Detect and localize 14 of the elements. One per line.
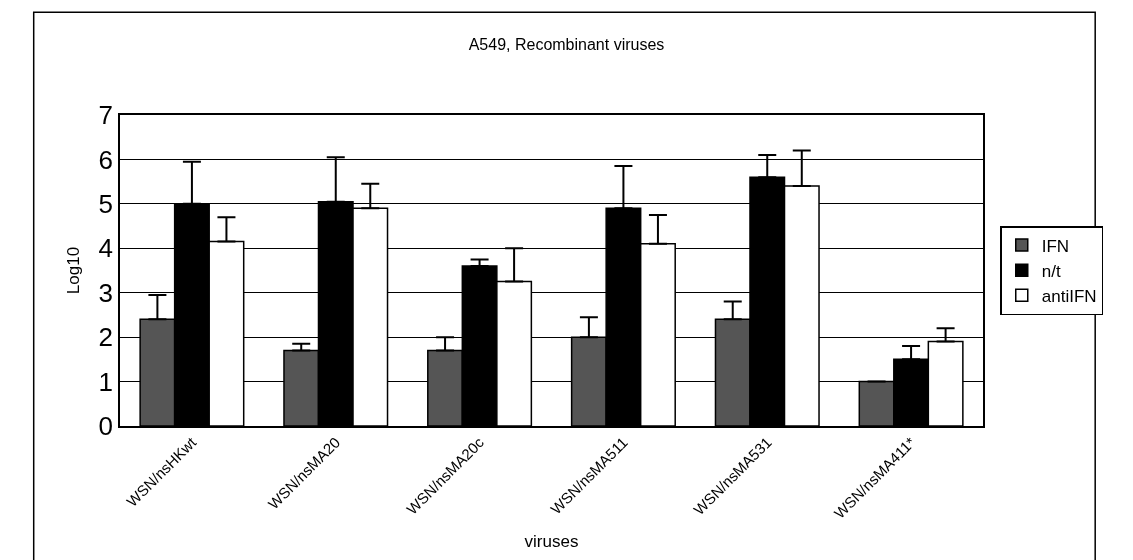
chart-title: A549, Recombinant viruses [468, 36, 665, 54]
legend-label: n/t [1041, 261, 1061, 281]
y-tick-label: 7 [98, 100, 114, 131]
legend-label: antiIFN [1041, 286, 1097, 306]
y-tick-label: 3 [98, 277, 114, 308]
x-axis-title: viruses [524, 532, 579, 552]
y-tick-label: 1 [98, 366, 114, 397]
legend-label: IFN [1041, 236, 1070, 256]
y-tick-label: 6 [98, 144, 114, 175]
y-axis-title: Log10 [63, 246, 83, 295]
y-tick-label: 4 [98, 233, 114, 264]
y-tick-label: 5 [98, 188, 114, 219]
y-tick-label: 0 [98, 411, 114, 442]
y-tick-label: 2 [98, 322, 114, 353]
